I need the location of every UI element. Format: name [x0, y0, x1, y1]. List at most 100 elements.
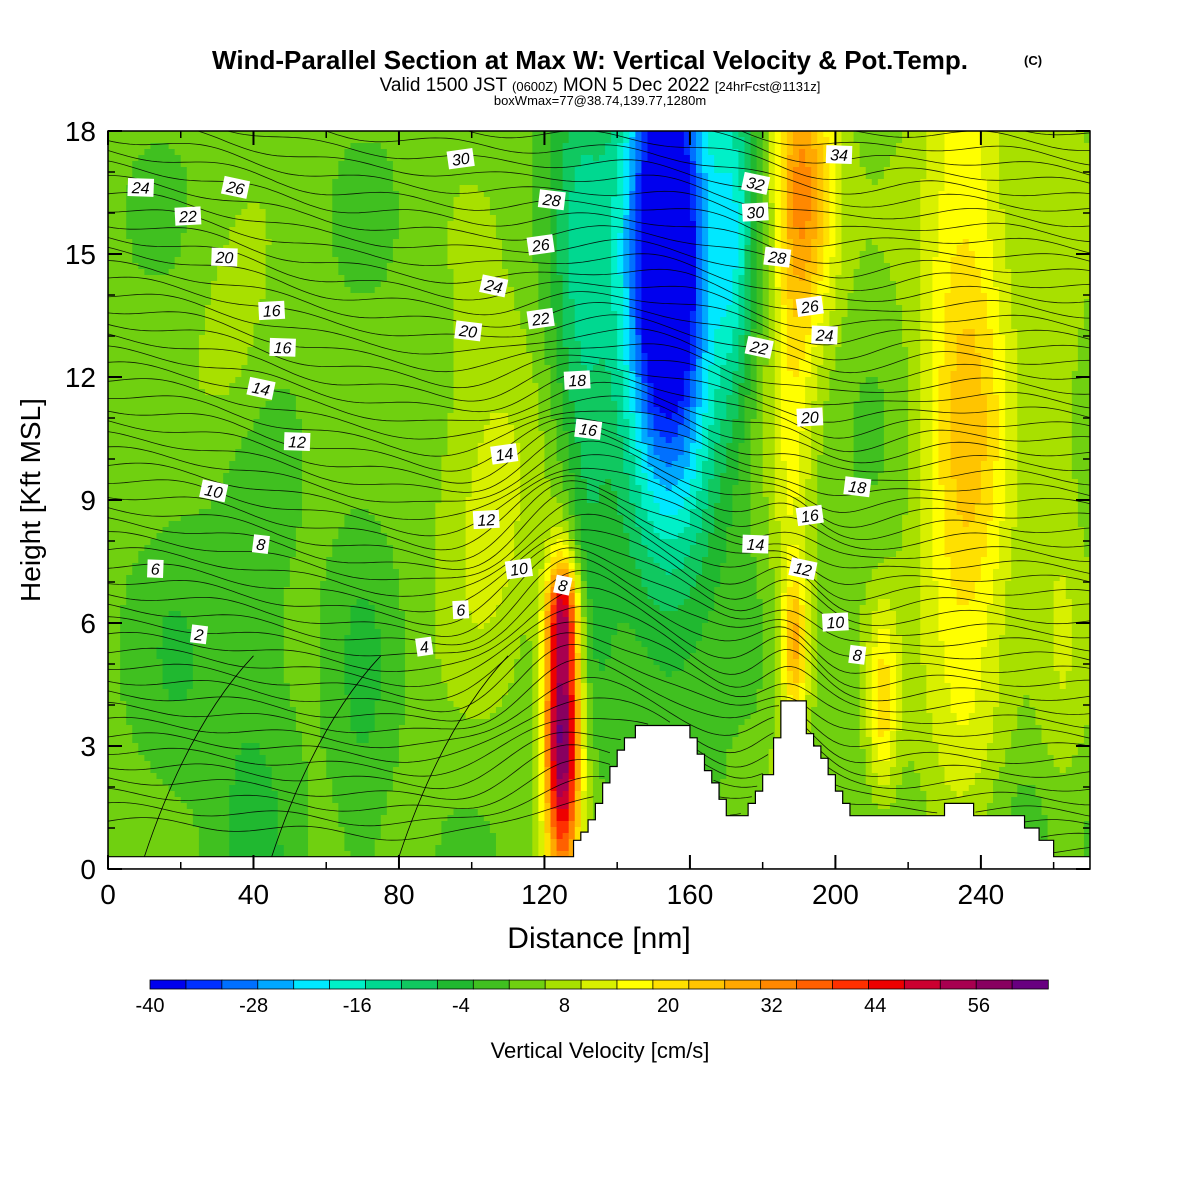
velocity-cell	[968, 221, 976, 228]
velocity-cell	[574, 137, 582, 144]
velocity-cell	[211, 287, 218, 294]
velocity-cell	[1023, 149, 1030, 156]
velocity-cell	[453, 143, 461, 150]
velocity-cell	[823, 245, 830, 252]
velocity-cell	[1011, 305, 1018, 312]
velocity-cell	[677, 311, 685, 318]
velocity-cell	[623, 221, 630, 228]
velocity-cell	[1041, 287, 1049, 294]
velocity-cell	[132, 167, 139, 174]
velocity-cell	[126, 311, 133, 318]
velocity-cell	[817, 131, 824, 138]
velocity-cell	[162, 305, 170, 312]
velocity-cell	[562, 245, 570, 252]
velocity-cell	[495, 239, 503, 246]
velocity-cell	[999, 221, 1006, 228]
velocity-cell	[356, 203, 364, 210]
velocity-cell	[174, 143, 182, 150]
velocity-cell	[695, 197, 703, 204]
velocity-cell	[229, 311, 236, 318]
velocity-cell	[459, 305, 467, 312]
velocity-cell	[592, 173, 600, 180]
velocity-cell	[835, 167, 843, 174]
velocity-cell	[592, 167, 600, 174]
velocity-cell	[301, 287, 309, 294]
velocity-cell	[453, 311, 461, 318]
velocity-cell	[350, 185, 358, 192]
velocity-cell	[320, 293, 327, 300]
velocity-cell	[477, 275, 485, 282]
velocity-cell	[1011, 155, 1018, 162]
velocity-cell	[1029, 263, 1037, 270]
velocity-cell	[859, 137, 867, 144]
velocity-cell	[574, 245, 582, 252]
velocity-cell	[192, 269, 200, 276]
velocity-cell	[762, 287, 770, 294]
velocity-cell	[817, 137, 824, 144]
velocity-cell	[671, 293, 679, 300]
velocity-cell	[683, 257, 691, 264]
velocity-cell	[580, 239, 588, 246]
velocity-cell	[283, 197, 291, 204]
velocity-cell	[908, 251, 915, 258]
velocity-cell	[471, 293, 479, 300]
velocity-cell	[889, 215, 897, 222]
velocity-cell	[162, 161, 170, 168]
velocity-cell	[344, 311, 352, 318]
velocity-cell	[950, 227, 958, 234]
velocity-cell	[556, 221, 564, 228]
velocity-cell	[1029, 245, 1037, 252]
velocity-cell	[932, 233, 940, 240]
velocity-cell	[326, 245, 333, 252]
velocity-cell	[326, 197, 333, 204]
velocity-cell	[902, 299, 909, 306]
velocity-cell	[350, 257, 358, 264]
velocity-cell	[889, 293, 897, 300]
velocity-cell	[883, 293, 891, 300]
velocity-cell	[362, 179, 370, 186]
velocity-cell	[471, 269, 479, 276]
velocity-cell	[1083, 203, 1090, 210]
velocity-cell	[841, 137, 849, 144]
velocity-cell	[938, 227, 946, 234]
velocity-cell	[750, 269, 758, 276]
velocity-cell	[350, 191, 358, 198]
velocity-cell	[465, 209, 473, 216]
velocity-cell	[556, 167, 564, 174]
velocity-cell	[865, 233, 873, 240]
velocity-cell	[283, 131, 291, 138]
velocity-cell	[344, 209, 352, 216]
velocity-cell	[1047, 137, 1055, 144]
velocity-cell	[635, 287, 643, 294]
velocity-cell	[453, 167, 461, 174]
velocity-cell	[223, 233, 230, 240]
velocity-cell	[417, 215, 424, 222]
velocity-cell	[411, 131, 418, 138]
velocity-cell	[817, 197, 824, 204]
velocity-cell	[853, 251, 861, 258]
velocity-cell	[453, 257, 461, 264]
velocity-cell	[417, 239, 424, 246]
velocity-cell	[647, 311, 655, 318]
velocity-cell	[726, 185, 733, 192]
velocity-cell	[702, 239, 709, 246]
velocity-cell	[508, 137, 515, 144]
velocity-cell	[580, 227, 588, 234]
velocity-cell	[508, 221, 515, 228]
velocity-cell	[411, 137, 418, 144]
velocity-cell	[574, 131, 582, 138]
velocity-cell	[423, 143, 430, 150]
velocity-cell	[253, 275, 261, 282]
velocity-cell	[799, 173, 806, 180]
velocity-cell	[162, 281, 170, 288]
velocity-cell	[241, 203, 249, 210]
velocity-cell	[550, 161, 558, 168]
velocity-cell	[453, 221, 461, 228]
velocity-cell	[168, 167, 176, 174]
velocity-cell	[398, 173, 406, 180]
velocity-cell	[380, 203, 388, 210]
velocity-cell	[198, 299, 206, 306]
velocity-cell	[695, 179, 703, 186]
velocity-cell	[120, 215, 127, 222]
velocity-cell	[811, 257, 818, 264]
